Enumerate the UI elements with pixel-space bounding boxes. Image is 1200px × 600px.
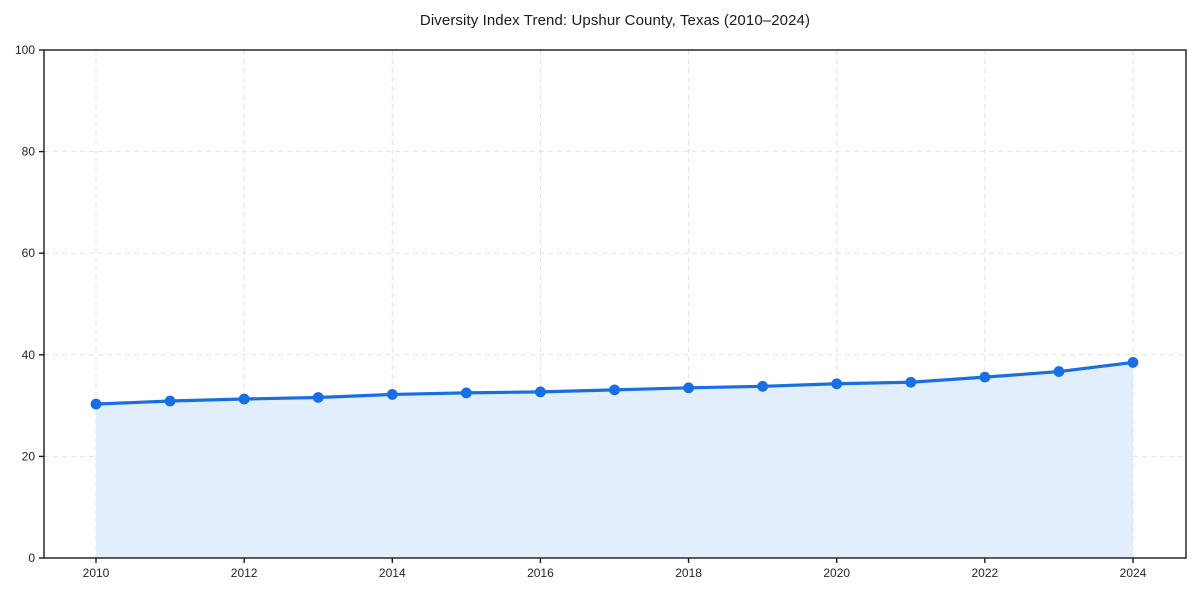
data-point-2021 [905,376,917,388]
y-tick-label: 40 [22,348,36,362]
chart-title: Diversity Index Trend: Upshur County, Te… [419,12,811,29]
data-point-2018 [683,382,694,394]
data-point-2014 [386,389,398,400]
data-point-2020 [831,378,843,390]
x-tick-label: 2018 [675,566,702,580]
y-tick-label: 100 [15,43,35,57]
x-tick-label: 2024 [1120,566,1147,580]
data-point-2023 [1053,366,1065,377]
x-tick-label: 2016 [527,566,554,580]
data-point-2011 [164,395,176,407]
x-tick-label: 2022 [972,566,999,580]
data-point-2010 [90,398,102,410]
plot-border [43,49,1187,559]
data-point-2022 [979,371,991,383]
data-point-2012 [238,393,250,405]
y-tick-label: 20 [22,449,36,463]
y-tick-label: 80 [22,145,36,159]
data-point-2019 [757,380,769,392]
y-tick-label: 0 [28,551,35,565]
x-tick-label: 2014 [379,566,406,580]
data-point-2013 [312,392,324,403]
data-point-2017 [609,384,620,396]
y-tick-label: 60 [22,246,36,260]
x-tick-label: 2020 [823,566,850,580]
data-point-2016 [535,386,546,398]
area-fill [96,362,1133,558]
x-tick-label: 2012 [231,566,258,580]
data-point-2024 [1127,357,1139,368]
data-point-2015 [460,387,472,399]
x-tick-label: 2010 [83,566,110,580]
